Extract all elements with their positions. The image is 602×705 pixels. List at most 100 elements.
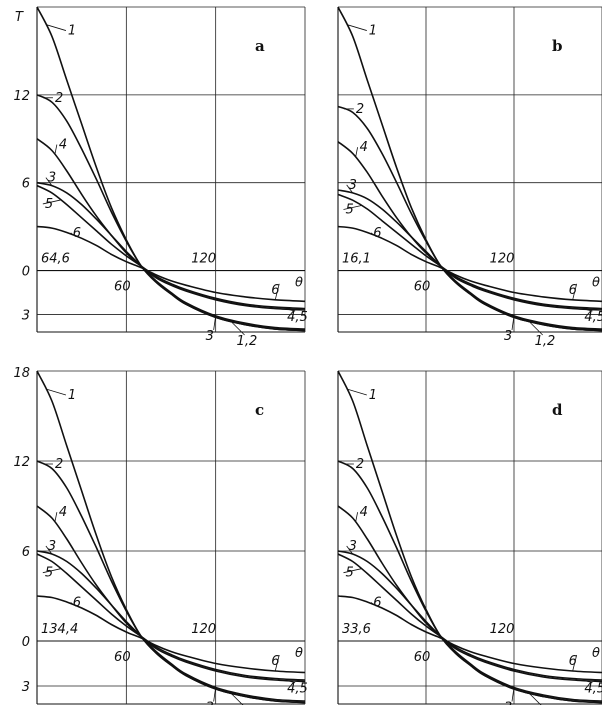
chart-panel-b: 60 120 θ 16,1 b 1 2 3 4 5 6 6 4,5 3 1,2 xyxy=(337,6,602,349)
series-line-5 xyxy=(337,553,602,681)
label-leader xyxy=(70,602,74,605)
tail-leader xyxy=(213,687,217,702)
series-label-3: 3 xyxy=(349,178,357,193)
series-line-6 xyxy=(337,225,602,303)
series-tail-label-4-5: 4,5 xyxy=(584,310,602,325)
series-label-6: 6 xyxy=(73,226,81,241)
panel-letter: b xyxy=(552,37,563,55)
tail-leader xyxy=(274,654,280,672)
series-tail-label-6: 6 xyxy=(569,283,577,298)
label-leader xyxy=(45,388,67,396)
series-label-4: 4 xyxy=(360,140,368,155)
series-label-6: 6 xyxy=(373,226,381,241)
y-tick-label: 6 xyxy=(22,177,30,192)
corner-value: 33,6 xyxy=(342,622,371,637)
panel-letter: a xyxy=(255,37,265,55)
series-tail-label-3: 3 xyxy=(206,701,214,705)
y-tick-label: 0 xyxy=(22,265,30,280)
label-leader xyxy=(42,199,61,205)
series-label-3: 3 xyxy=(48,171,56,186)
label-leader xyxy=(70,232,74,236)
series-label-2: 2 xyxy=(356,102,364,117)
series-label-1: 1 xyxy=(369,388,377,403)
x-axis-symbol: θ xyxy=(592,276,600,291)
series-tail-label-4-5: 4,5 xyxy=(287,682,308,697)
x-tick-label: 120 xyxy=(191,252,216,267)
x-axis-symbol: θ xyxy=(295,646,303,661)
series-tail-label-3: 3 xyxy=(504,329,512,344)
tail-leader xyxy=(230,320,245,336)
x-tick-label: 120 xyxy=(490,622,515,637)
x-tick-label: 60 xyxy=(414,650,431,665)
y-tick-label: 6 xyxy=(22,545,30,560)
series-label-2: 2 xyxy=(55,91,63,106)
series-label-3: 3 xyxy=(349,539,357,554)
label-leader xyxy=(355,512,358,523)
series-line-1 xyxy=(337,6,602,332)
series-label-4: 4 xyxy=(360,505,368,520)
label-leader xyxy=(355,147,358,158)
series-tail-label-4-5: 4,5 xyxy=(584,682,602,697)
tail-leader xyxy=(511,687,515,702)
series-label-5: 5 xyxy=(45,197,53,212)
series-label-1: 1 xyxy=(68,24,76,39)
label-leader xyxy=(54,512,58,523)
series-label-4: 4 xyxy=(59,505,67,520)
series-line-1 xyxy=(36,6,306,332)
tail-leader xyxy=(528,692,542,705)
tail-leader xyxy=(511,315,515,330)
x-axis-symbol: θ xyxy=(295,276,303,291)
series-tail-label-6: 6 xyxy=(271,283,279,298)
label-leader xyxy=(346,184,353,194)
label-leader xyxy=(346,24,367,31)
series-label-1: 1 xyxy=(68,388,76,403)
label-leader xyxy=(45,545,53,555)
series-line-5 xyxy=(36,553,306,681)
series-label-5: 5 xyxy=(345,566,353,581)
tail-leader xyxy=(230,692,244,705)
panel-letter: c xyxy=(255,401,264,419)
series-line-1 xyxy=(337,370,602,704)
series-line-1 xyxy=(36,370,306,704)
label-leader xyxy=(346,388,367,396)
y-tick-label: 3 xyxy=(22,308,30,323)
tail-leader xyxy=(213,315,217,330)
panel-letter: d xyxy=(552,401,563,419)
series-tail-label-3: 3 xyxy=(206,329,214,344)
tail-leader xyxy=(287,308,296,312)
y-tick-label: 3 xyxy=(22,680,30,695)
corner-value: 16,1 xyxy=(342,252,371,267)
series-tail-label-3: 3 xyxy=(504,701,512,705)
y-tick-label: 0 xyxy=(22,635,30,650)
series-label-2: 2 xyxy=(55,457,63,472)
series-tail-label-1-2: 1,2 xyxy=(535,334,556,349)
y-axis-symbol: T xyxy=(15,10,24,25)
series-label-2: 2 xyxy=(356,457,364,472)
series-line-6 xyxy=(337,595,602,674)
series-label-5: 5 xyxy=(345,203,353,218)
series-tail-label-4-5: 4,5 xyxy=(287,310,308,325)
series-line-2 xyxy=(36,94,306,332)
tail-leader xyxy=(584,680,593,683)
tail-leader xyxy=(572,654,578,672)
y-tick-label: 18 xyxy=(13,366,30,381)
x-tick-label: 120 xyxy=(490,252,515,267)
series-tail-label-6: 6 xyxy=(271,654,279,669)
label-leader xyxy=(346,545,353,555)
series-tail-label-1-2: 1,2 xyxy=(237,334,258,349)
series-label-4: 4 xyxy=(59,138,67,153)
label-leader xyxy=(42,568,61,574)
label-leader xyxy=(343,205,362,210)
series-line-2 xyxy=(337,460,602,704)
x-tick-label: 60 xyxy=(114,650,131,665)
series-line-5 xyxy=(337,193,602,310)
tail-leader xyxy=(274,283,280,300)
corner-value: 134,4 xyxy=(41,622,78,637)
series-label-5: 5 xyxy=(45,566,53,581)
x-axis-symbol: θ xyxy=(592,646,600,661)
x-tick-label: 60 xyxy=(114,280,131,295)
